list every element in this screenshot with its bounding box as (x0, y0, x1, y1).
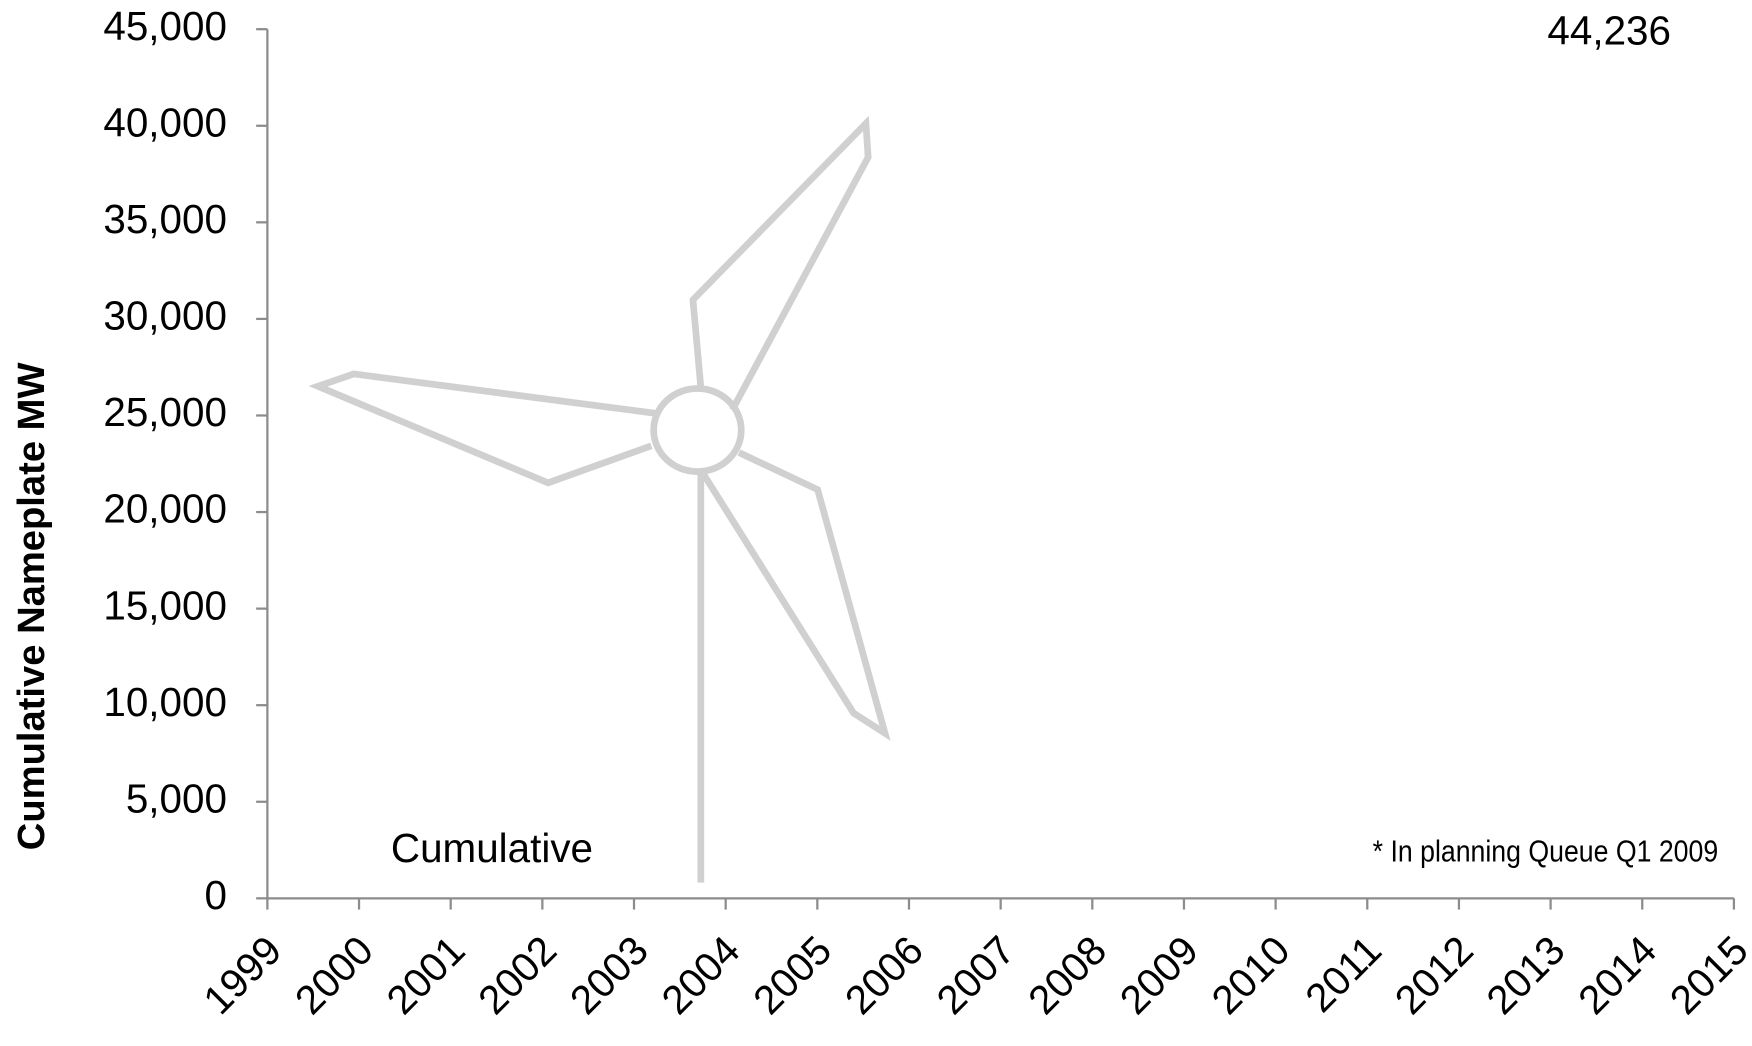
annotation: Cumulative (391, 825, 593, 871)
y-tick-label: 45,000 (103, 3, 227, 49)
blade (699, 449, 891, 741)
y-axis-title: Cumulative Nameplate MW (10, 363, 53, 851)
hub (650, 385, 745, 475)
y-tick-label: 25,000 (103, 389, 227, 435)
y-tick-label: 35,000 (103, 196, 227, 242)
x-tick-label: 2012 (1386, 927, 1482, 1023)
x-tick-label: 2000 (286, 927, 382, 1023)
blade (308, 370, 656, 487)
x-tick-label: 2006 (836, 927, 932, 1023)
x-tick-label: 2011 (1296, 927, 1390, 1021)
x-tick-label: 2014 (1569, 927, 1665, 1023)
x-tick-label: 2008 (1019, 927, 1115, 1023)
y-tick-label: 30,000 (103, 293, 227, 339)
x-tick-label: 1999 (194, 927, 290, 1023)
annotation: * In planning Queue Q1 2009 (1373, 835, 1719, 869)
x-tick-label: 2004 (652, 927, 748, 1023)
x-tick-label: 2007 (927, 927, 1023, 1023)
x-tick-label: 2005 (744, 927, 840, 1023)
y-tick-label: 20,000 (103, 486, 227, 532)
x-tick-label: 2010 (1202, 927, 1298, 1023)
y-tick-label: 15,000 (103, 582, 227, 628)
y-tick-label: 10,000 (103, 679, 227, 725)
y-tick-label: 0 (204, 872, 226, 918)
x-tick-label: 2003 (561, 927, 657, 1023)
blade (689, 115, 872, 412)
y-tick-label: 40,000 (103, 99, 227, 145)
x-tick-label: 2013 (1477, 927, 1573, 1023)
x-tick-label: 2001 (377, 927, 473, 1023)
y-tick-label: 5,000 (126, 775, 227, 821)
annotation: 44,236 (1547, 7, 1671, 53)
windmill-graphic (308, 115, 891, 883)
x-tick-label: 2009 (1111, 927, 1207, 1023)
x-tick-label: 2015 (1661, 927, 1752, 1023)
x-tick-label: 2002 (469, 927, 565, 1023)
